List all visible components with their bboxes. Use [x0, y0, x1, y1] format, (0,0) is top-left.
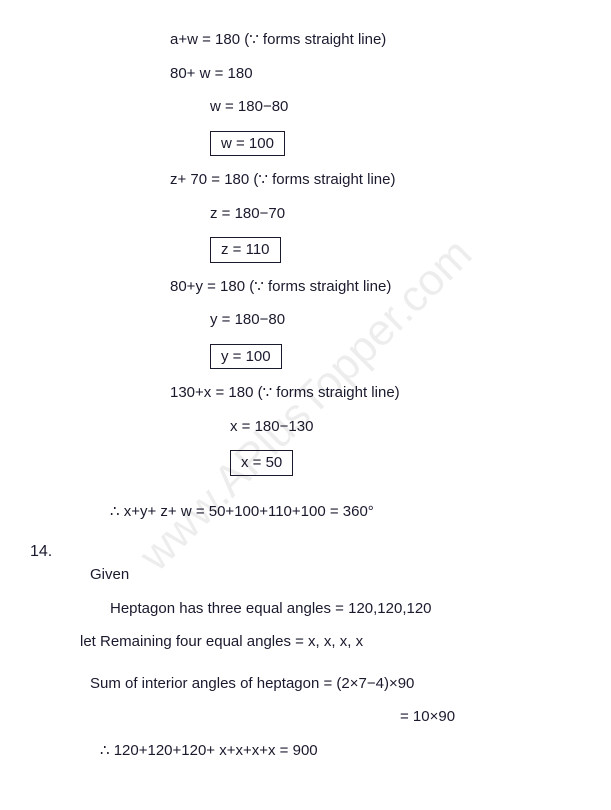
math-line: y = 180−80	[210, 310, 581, 330]
math-line: ∴ 120+120+120+ x+x+x+x = 900	[100, 741, 581, 761]
boxed-answer: w = 100	[210, 131, 285, 157]
math-line: 130+x = 180 (∵ forms straight line)	[170, 383, 581, 403]
boxed-result-y: y = 100	[210, 344, 581, 370]
boxed-answer: y = 100	[210, 344, 282, 370]
handwritten-page: a+w = 180 (∵ forms straight line) 80+ w …	[0, 0, 611, 794]
question-number: 14.	[30, 543, 581, 561]
boxed-result-w: w = 100	[210, 131, 581, 157]
math-line: w = 180−80	[210, 97, 581, 117]
math-line: = 10×90	[400, 707, 581, 727]
math-line: 80+ w = 180	[170, 64, 581, 84]
math-line: a+w = 180 (∵ forms straight line)	[170, 30, 581, 50]
math-line: x = 180−130	[230, 417, 581, 437]
math-line: let Remaining four equal angles = x, x, …	[80, 632, 581, 652]
conclusion-line: ∴ x+y+ z+ w = 50+100+110+100 = 360°	[110, 502, 581, 522]
boxed-result-x: x = 50	[230, 450, 581, 476]
boxed-answer: z = 110	[210, 237, 281, 263]
math-line: Heptagon has three equal angles = 120,12…	[110, 599, 581, 619]
math-line: 80+y = 180 (∵ forms straight line)	[170, 277, 581, 297]
math-line: z+ 70 = 180 (∵ forms straight line)	[170, 170, 581, 190]
math-line: Sum of interior angles of heptagon = (2×…	[90, 674, 581, 694]
boxed-result-z: z = 110	[210, 237, 581, 263]
math-line: z = 180−70	[210, 204, 581, 224]
given-label: Given	[90, 565, 581, 585]
boxed-answer: x = 50	[230, 450, 293, 476]
